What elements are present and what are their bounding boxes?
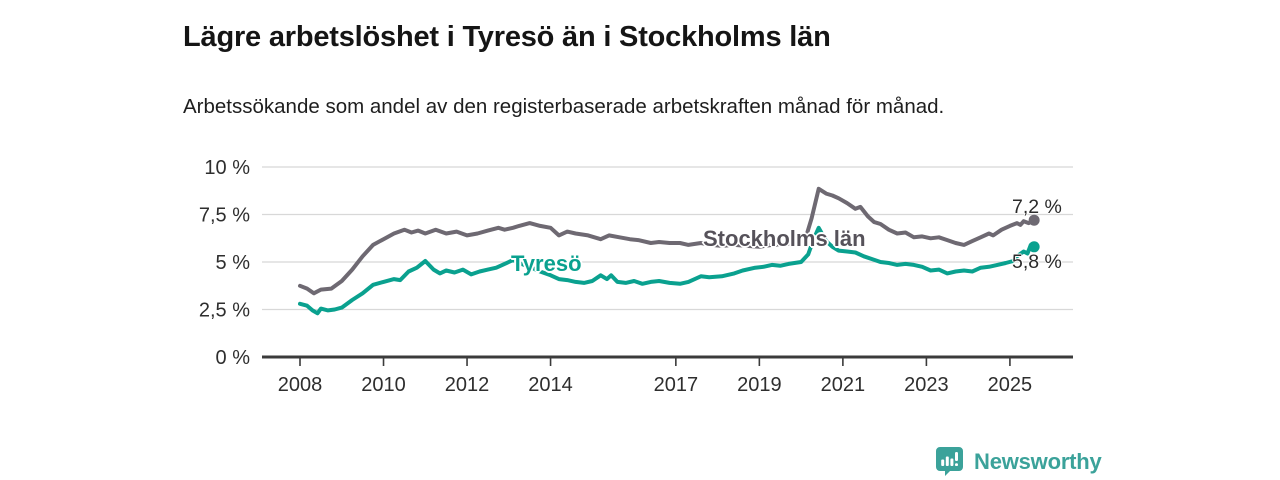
chart-title: Lägre arbetslöshet i Tyresö än i Stockho… (183, 21, 831, 54)
series-line-1 (298, 225, 1037, 316)
chart-subtitle: Arbetssökande som andel av den registerb… (183, 94, 945, 118)
y-tick-label: 0 % (216, 347, 251, 369)
x-tick-label: 2017 (654, 374, 699, 396)
y-tick-label: 2,5 % (199, 300, 250, 322)
series-label-stockholms-lan: Stockholms län (703, 226, 866, 251)
x-tick-label: 2023 (904, 374, 949, 396)
x-tick-label: 2019 (737, 374, 782, 396)
y-tick-label: 10 % (204, 157, 250, 179)
newsworthy-logo: Newsworthy (936, 447, 1102, 476)
newsworthy-wordmark: Newsworthy (974, 449, 1102, 474)
x-tick-label: 2012 (445, 374, 490, 396)
series-line-0 (298, 186, 1037, 296)
x-tick-label: 2021 (821, 374, 866, 396)
line-chart: 0 % 2,5 % 5 % 7,5 % 10 % 2008 2010 2012 2014 2017… (180, 150, 1100, 400)
series-end-dot-0 (1028, 214, 1040, 226)
bar-chart-speech-bubble-icon (936, 447, 963, 476)
end-value-label-stockholms-lan: 7,2 % (1012, 196, 1062, 218)
series-label-tyreso: Tyresö (511, 251, 582, 276)
x-tick-label: 2014 (528, 374, 573, 396)
series-end-dot-1 (1028, 241, 1040, 253)
x-tick-label: 2010 (361, 374, 406, 396)
x-tick-label: 2008 (278, 374, 323, 396)
x-tick-label: 2025 (988, 374, 1032, 396)
y-tick-label: 5 % (216, 252, 251, 274)
line-chart-canvas: 0 % 2,5 % 5 % 7,5 % 10 % 2008 2010 2012 2014 2017… (199, 157, 1073, 396)
y-tick-label: 7,5 % (199, 205, 250, 227)
end-value-label-tyreso: 5,8 % (1012, 251, 1062, 273)
